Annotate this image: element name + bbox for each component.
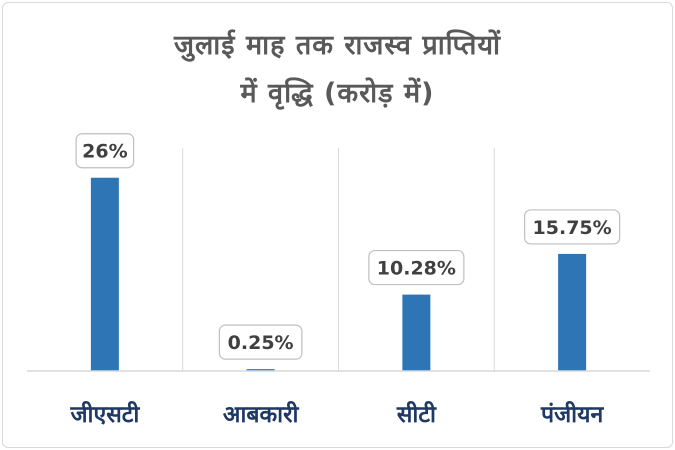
data-label-box	[218, 324, 303, 360]
category-label: सीटी	[396, 400, 437, 428]
chart-title-line-2: में वृद्धि (करोड़ में)	[240, 78, 435, 109]
chart-title-line-1: जुलाई माह तक राजस्व प्राप्तियों	[173, 30, 502, 61]
category-label: आबकारी	[223, 400, 300, 428]
bar-1	[90, 177, 119, 371]
data-label-box	[75, 133, 135, 169]
bar-2	[246, 369, 275, 371]
bar-4	[558, 253, 587, 371]
data-label: 0.25%	[228, 332, 294, 354]
bar-3	[402, 294, 431, 371]
data-label: 26%	[82, 141, 127, 163]
data-label-box	[368, 249, 465, 286]
category-label: पंजीयन	[540, 400, 604, 428]
data-label-box	[524, 209, 621, 245]
data-label: 15.75%	[533, 217, 612, 239]
chart-title: जुलाई माह तक राजस्व प्राप्तियों में वृद्…	[0, 22, 675, 118]
category-label: जीएसटी	[69, 400, 140, 428]
data-label: 10.28%	[377, 258, 456, 280]
